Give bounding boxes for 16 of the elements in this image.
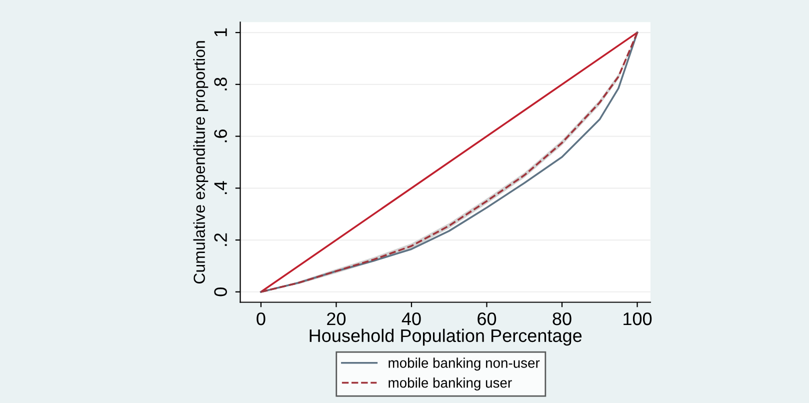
y-tick-label: .8	[214, 78, 227, 90]
legend-label: mobile banking non-user	[388, 358, 540, 371]
y-tick-label: .2	[214, 233, 227, 246]
y-tick-label: .4	[214, 181, 227, 194]
y-tick-label: 1	[214, 28, 227, 36]
x-tick-label: 80	[552, 312, 572, 326]
y-tick-label: 0	[214, 288, 227, 296]
x-tick-label: 20	[327, 312, 346, 326]
x-tick-label: 100	[624, 312, 652, 326]
y-axis-title: Cumulative expenditure proportion	[193, 41, 208, 284]
x-tick-label: 40	[402, 312, 421, 326]
legend-label: mobile banking user	[388, 378, 512, 390]
x-axis-title: Household Population Percentage	[310, 328, 582, 346]
x-tick-label: 60	[478, 312, 496, 326]
y-tick-label: .6	[214, 130, 227, 142]
x-tick-label: 0	[256, 312, 266, 326]
